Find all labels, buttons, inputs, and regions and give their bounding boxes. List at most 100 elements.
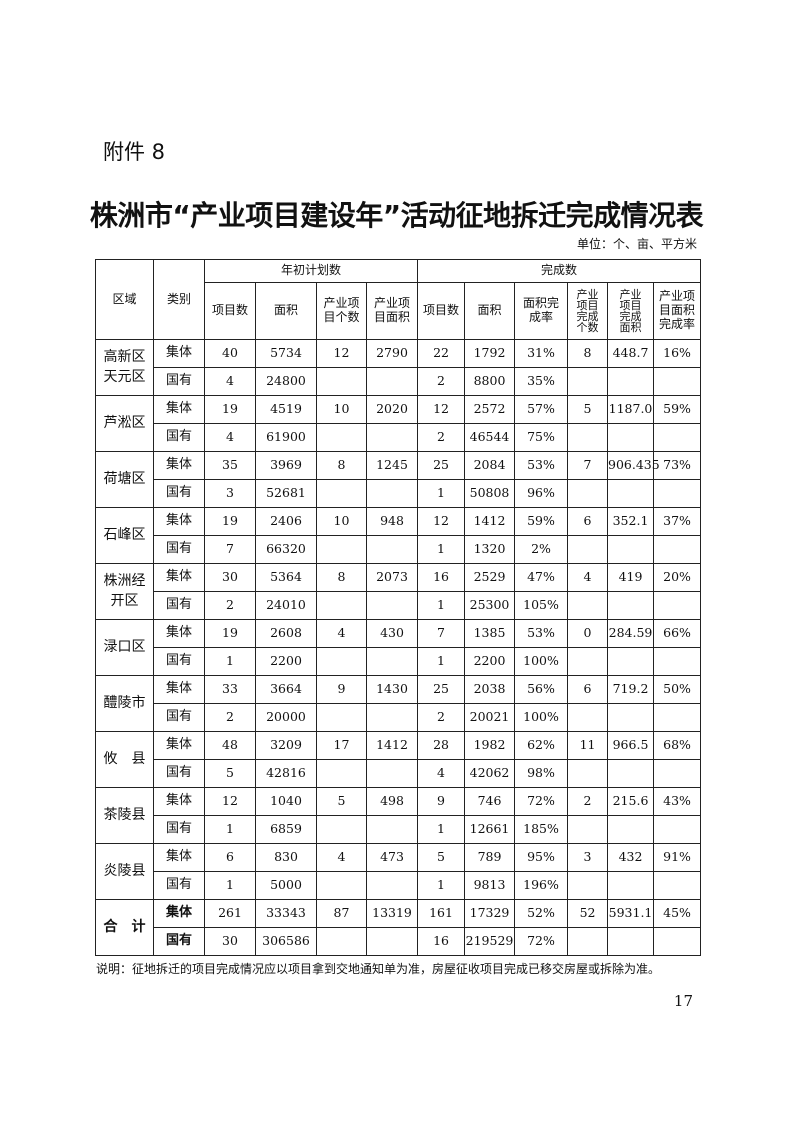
table-row: 渌口区 集体 19 2608 4 430 7 1385 53% 0 284.59 66% <box>95 619 702 676</box>
value-cell <box>607 535 655 564</box>
value-cell: 1430 <box>365 675 419 704</box>
value-cell <box>567 703 609 732</box>
table-row: 芦淞区 集体 19 4519 10 2020 12 2572 57% 5 1187.0 59% <box>95 395 702 452</box>
value-cell: 105% <box>514 591 569 620</box>
value-cell: 17 <box>316 731 367 760</box>
category-cell: 集体 <box>153 899 205 928</box>
value-cell: 20% <box>653 563 702 592</box>
value-cell <box>653 647 702 676</box>
value-cell: 6 <box>567 675 609 704</box>
value-cell: 1 <box>204 815 256 844</box>
value-cell: 2200 <box>464 647 516 676</box>
value-cell: 2406 <box>255 507 317 536</box>
table-row: 国有 3 52681 1 50808 96% <box>96 479 702 508</box>
region-cell: 芦淞区 <box>95 395 154 452</box>
value-cell <box>365 927 419 956</box>
value-cell: 8 <box>316 451 367 480</box>
table-row: 石峰区 集体 19 2406 10 948 12 1412 59% 6 352.1 37% <box>95 507 702 564</box>
value-cell: 25 <box>417 451 466 480</box>
value-cell: 1320 <box>464 535 516 564</box>
value-cell: 2 <box>417 367 466 396</box>
value-cell: 42062 <box>464 759 516 788</box>
header-done-col: 面积完成率 <box>523 296 560 324</box>
region-cell: 攸 县 <box>95 731 154 788</box>
header-plan-col-cell: 产业项目面积 <box>365 282 419 340</box>
value-cell: 7 <box>204 535 256 564</box>
value-cell: 61900 <box>255 423 317 452</box>
value-cell <box>365 647 419 676</box>
category-cell: 集体 <box>153 563 205 592</box>
value-cell: 719.2 <box>607 675 655 704</box>
value-cell: 1245 <box>365 451 419 480</box>
value-cell <box>365 871 419 900</box>
value-cell: 2084 <box>464 451 516 480</box>
value-cell: 95% <box>514 843 569 872</box>
region-name: 攸 县 <box>103 750 146 767</box>
value-cell: 46544 <box>464 423 516 452</box>
value-cell: 7 <box>417 619 466 648</box>
value-cell <box>653 871 702 900</box>
value-cell: 5 <box>316 787 367 816</box>
region-name: 炎陵县 <box>103 862 146 879</box>
value-cell <box>653 927 702 956</box>
value-cell: 1 <box>204 871 256 900</box>
value-cell: 5 <box>567 395 609 424</box>
category-cell: 国有 <box>153 591 205 620</box>
value-cell: 48 <box>204 731 256 760</box>
value-cell: 72% <box>514 927 569 956</box>
value-cell <box>607 423 655 452</box>
region-name: 渌口区 <box>103 638 146 655</box>
region-cell: 高新区天元区 <box>95 339 154 396</box>
value-cell: 25 <box>417 675 466 704</box>
value-cell <box>653 535 702 564</box>
value-cell: 2572 <box>464 395 516 424</box>
value-cell <box>365 479 419 508</box>
value-cell: 73% <box>653 451 702 480</box>
value-cell: 12 <box>204 787 256 816</box>
category-cell: 国有 <box>153 423 205 452</box>
value-cell: 1 <box>417 815 466 844</box>
value-cell <box>365 591 419 620</box>
table-row: 攸 县集体 48 3209 17 1412 28 1982 62% 11 966.5 68% <box>95 731 702 788</box>
footnote: 说明：征地拆迁的项目完成情况应以项目拿到交地通知单为准，房屋征收项目完成已移交房… <box>96 962 661 976</box>
category-cell: 国有 <box>153 367 205 396</box>
value-cell <box>567 591 609 620</box>
value-cell: 1 <box>417 647 466 676</box>
value-cell <box>567 759 609 788</box>
value-cell: 419 <box>607 563 655 592</box>
header-done-col-cell: 面积 <box>464 282 516 340</box>
category-cell: 集体 <box>153 451 205 480</box>
value-cell: 35% <box>514 367 569 396</box>
category-cell: 国有 <box>153 535 205 564</box>
value-cell: 306586 <box>255 927 317 956</box>
region-cell: 荷塘区 <box>95 451 154 508</box>
category-cell: 集体 <box>153 619 205 648</box>
region-name: 芦淞区 <box>103 414 146 431</box>
value-cell: 10 <box>316 395 367 424</box>
value-cell <box>607 367 655 396</box>
value-cell: 789 <box>464 843 516 872</box>
value-cell: 16 <box>417 563 466 592</box>
table-row: 国有 5 42816 4 42062 98% <box>96 759 702 788</box>
value-cell: 3 <box>204 479 256 508</box>
value-cell <box>653 815 702 844</box>
completion-table: 区域 类别 年初计划数 完成数 项目数 面积 产业项目个数 产业项目面积 项目数 面积 面积… <box>95 259 702 956</box>
value-cell <box>653 423 702 452</box>
value-cell: 17329 <box>464 899 516 928</box>
value-cell: 2073 <box>365 563 419 592</box>
value-cell: 432 <box>607 843 655 872</box>
value-cell: 948 <box>365 507 419 536</box>
value-cell: 10 <box>316 507 367 536</box>
region-name: 醴陵市 <box>103 694 146 711</box>
value-cell: 50% <box>653 675 702 704</box>
value-cell: 19 <box>204 507 256 536</box>
value-cell: 28 <box>417 731 466 760</box>
header-done-col-cell: 项目数 <box>417 282 466 340</box>
value-cell: 87 <box>316 899 367 928</box>
value-cell <box>607 927 655 956</box>
table-row: 国有 2 24010 1 25300 105% <box>96 591 702 620</box>
table-row: 国有 1 5000 1 9813 196% <box>96 871 702 900</box>
value-cell: 42816 <box>255 759 317 788</box>
value-cell: 6859 <box>255 815 317 844</box>
value-cell: 161 <box>417 899 466 928</box>
